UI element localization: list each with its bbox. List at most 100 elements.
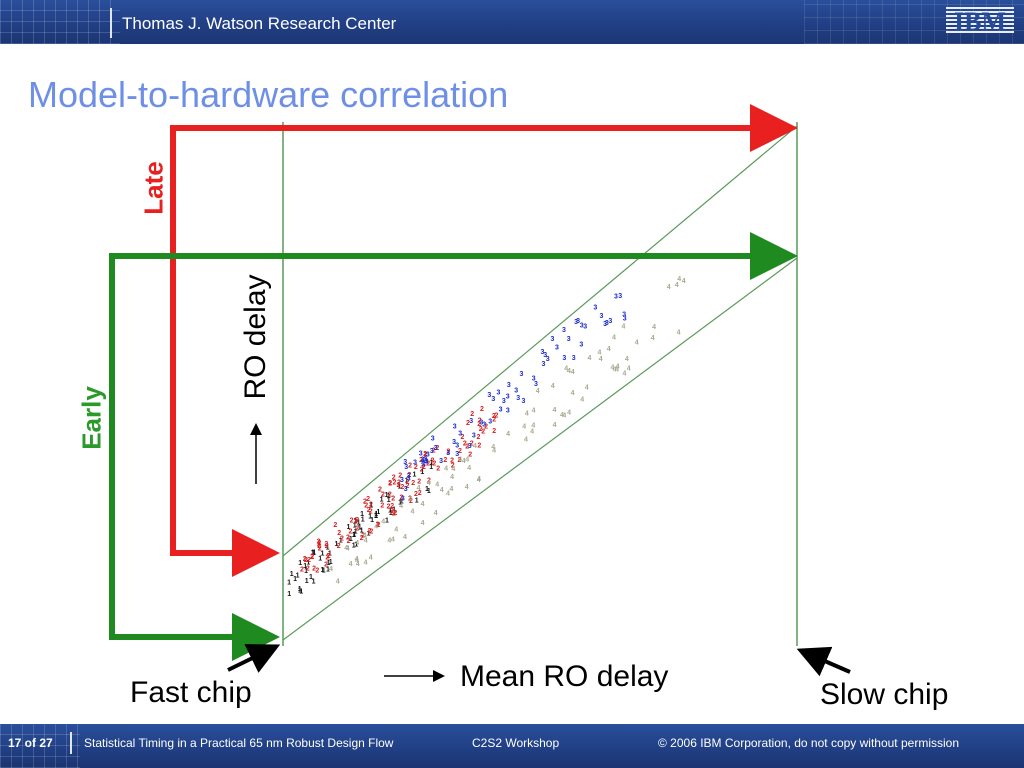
- scatter-point: 3: [555, 345, 559, 352]
- scatter-point: 2: [377, 522, 381, 529]
- scatter-point: 3: [491, 396, 495, 403]
- scatter-point: 2: [393, 479, 397, 486]
- scatter-point: 1: [311, 550, 315, 557]
- scatter-point: 2: [484, 424, 488, 431]
- scatter-point: 2: [400, 484, 404, 491]
- scatter-point: 2: [380, 503, 384, 510]
- scatter-point: 4: [450, 486, 454, 493]
- scatter-point: 1: [369, 503, 373, 510]
- scatter-point: 2: [398, 472, 402, 479]
- scatter-point: 2: [458, 457, 462, 464]
- scatter-point: 3: [522, 398, 526, 405]
- scatter-point: 2: [414, 491, 418, 498]
- scatter-point: 2: [466, 420, 470, 427]
- scatter-point: 4: [346, 546, 350, 553]
- scatter-point: 4: [421, 520, 425, 527]
- scatter-point: 2: [317, 540, 321, 547]
- scatter-point: 1: [293, 576, 297, 583]
- scatter-point: 3: [446, 450, 450, 457]
- scatter-point: 3: [469, 418, 473, 425]
- header-grid-pattern: [0, 0, 120, 44]
- scatter-point: 2: [418, 490, 422, 497]
- scatter-point: 4: [465, 484, 469, 491]
- scatter-point: 1: [353, 532, 357, 539]
- scatter-point: 3: [572, 355, 576, 362]
- scatter-point: 2: [495, 413, 499, 420]
- scatter-point: 4: [329, 566, 333, 573]
- scatter-point: 4: [473, 443, 477, 450]
- early-bound-arrow: [109, 232, 798, 640]
- scatter-point: 1: [339, 538, 343, 545]
- scatter-point: 2: [333, 522, 337, 529]
- scatter-point: 2: [369, 501, 373, 508]
- scatter-point: 4: [599, 356, 603, 363]
- scatter-point: 4: [450, 474, 454, 481]
- scatter-point: 4: [553, 407, 557, 414]
- scatter-point: 2: [304, 557, 308, 564]
- scatter-point: 2: [447, 449, 451, 456]
- scatter-point: 2: [390, 503, 394, 510]
- scatter-point: 2: [406, 483, 410, 490]
- scatter-point: 2: [347, 538, 351, 545]
- scatter-point: 3: [407, 476, 411, 483]
- scatter-point: 1: [328, 551, 332, 558]
- scatter-point: 3: [400, 477, 404, 484]
- footer-bar: 17 of 27 Statistical Timing in a Practic…: [0, 724, 1024, 768]
- scatter-point: 4: [344, 545, 348, 552]
- scatter-point: 1: [385, 492, 389, 499]
- scatter-point: 3: [603, 321, 607, 328]
- scatter-point: 1: [392, 506, 396, 513]
- scatter-point: 1: [415, 498, 419, 505]
- scatter-point: 1: [360, 528, 364, 535]
- scatter-point: 4: [349, 561, 353, 568]
- scatter-point: 2: [417, 479, 421, 486]
- scatter-point: 3: [623, 315, 627, 322]
- scatter-point: 3: [423, 457, 427, 464]
- scatter-point: 3: [487, 392, 491, 399]
- scatter-point: 2: [325, 554, 329, 561]
- scatter-point: 4: [355, 556, 359, 563]
- scatter-point: 2: [480, 406, 484, 413]
- ro-delay-axis-label: RO delay: [239, 274, 272, 400]
- scatter-point: 1: [303, 563, 307, 570]
- scatter-point: 3: [499, 407, 503, 414]
- scatter-point: 3: [439, 458, 443, 465]
- ibm-logo-text: IBM: [954, 7, 1006, 36]
- scatter-point: 3: [401, 495, 405, 502]
- scatter-point: 4: [567, 409, 571, 416]
- scatter-point: 4: [677, 330, 681, 337]
- scatter-point: 3: [431, 436, 435, 443]
- scatter-point: 4: [403, 534, 407, 541]
- scatter-point: 3: [482, 421, 486, 428]
- scatter-point: 4: [364, 560, 368, 567]
- scatter-point: 2: [406, 479, 410, 486]
- scatter-point: 2: [393, 510, 397, 517]
- scatter-point: 4: [391, 537, 395, 544]
- scatter-point: 2: [463, 440, 467, 447]
- scatter-point: 4: [551, 383, 555, 390]
- scatter-point: 2: [324, 561, 328, 568]
- scatter-point: 1: [298, 586, 302, 593]
- scatter-point: 2: [310, 554, 314, 561]
- scatter-point: 1: [347, 524, 351, 531]
- scatter-point: 1: [326, 567, 330, 574]
- scatter-point: 4: [585, 385, 589, 392]
- scatter-point: 3: [404, 464, 408, 471]
- scatter-point: 4: [522, 423, 526, 430]
- scatter-point: 4: [465, 456, 469, 463]
- scatter-point: 2: [450, 457, 454, 464]
- scatter-point: 2: [492, 413, 496, 420]
- scatter-point: 4: [682, 278, 686, 285]
- scatter-point: 1: [326, 545, 330, 552]
- scatter-point: 2: [349, 529, 353, 536]
- slow-chip-pointer-arrow: [796, 646, 851, 677]
- scatter-point: 1: [358, 525, 362, 532]
- scatter-point: 2: [397, 479, 401, 486]
- scatter-point: 4: [492, 448, 496, 455]
- scatter-point: 2: [408, 496, 412, 503]
- scatter-point: 3: [424, 458, 428, 465]
- scatter-point: 1: [312, 550, 316, 557]
- scatter-point: 1: [385, 518, 389, 525]
- scatter-point: 3: [403, 459, 407, 466]
